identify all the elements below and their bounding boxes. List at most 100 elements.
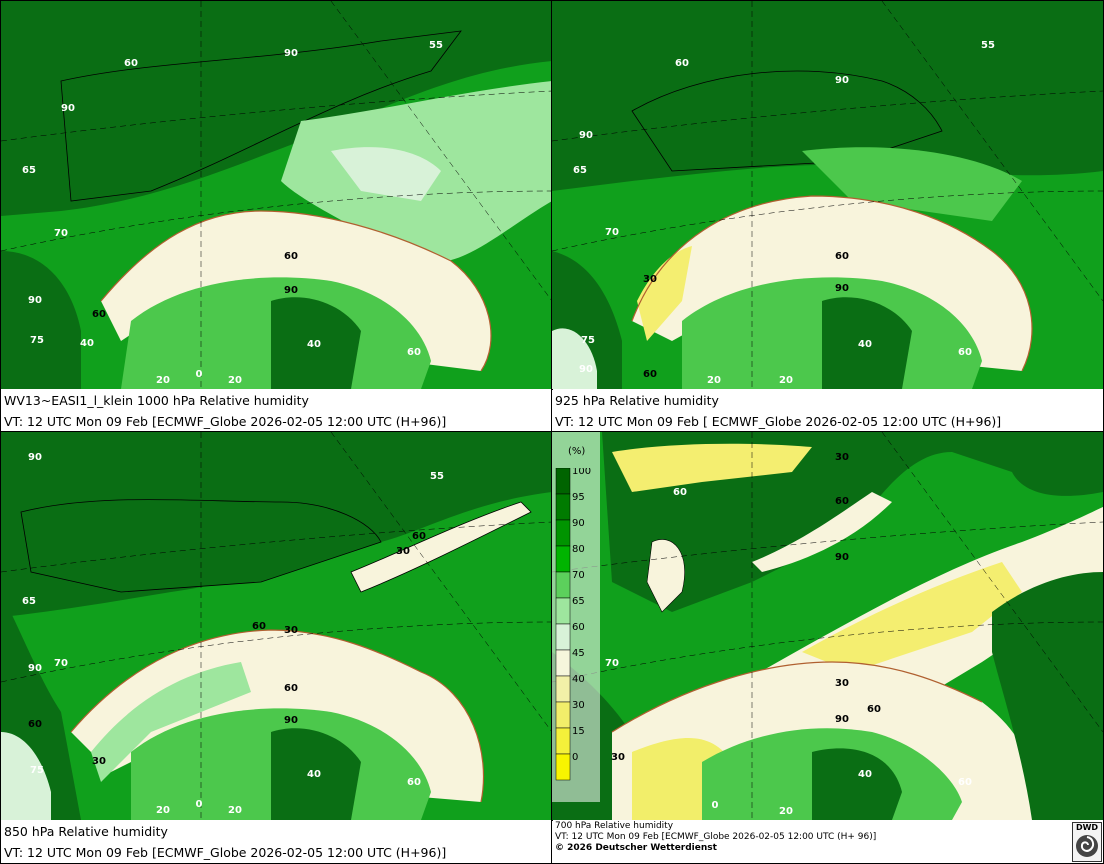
legend-swatch — [555, 675, 571, 703]
contour-label: 60 — [252, 621, 266, 632]
contour-label: 20 — [779, 806, 793, 817]
contour-label: 0 — [196, 799, 203, 810]
contour-label: 90 — [835, 283, 849, 294]
panel-caption: WV13~EASI1_l_klein 1000 hPa Relative hum… — [1, 390, 552, 432]
contour-label: 55 — [430, 471, 444, 482]
contour-label: 20 — [156, 375, 170, 386]
legend-label: 15 — [572, 726, 585, 737]
panel-valid-time: VT: 12 UTC Mon 09 Feb [ECMWF_Globe 2026-… — [4, 845, 447, 860]
contour-label: 65 — [22, 165, 36, 176]
map-panel-700hpa: 60 30 60 90 70 30 60 90 30 40 60 20 0 (%… — [551, 431, 1104, 864]
legend-swatch — [555, 468, 571, 495]
panel-title: WV13~EASI1_l_klein 1000 hPa Relative hum… — [4, 393, 309, 408]
contour-label: 60 — [124, 58, 138, 69]
contour-label: 0 — [196, 369, 203, 380]
panel-title: 925 hPa Relative humidity — [555, 393, 719, 408]
contour-label: 30 — [643, 274, 657, 285]
contour-label: 60 — [958, 347, 972, 358]
contour-label: 65 — [22, 596, 36, 607]
panel-valid-time: VT: 12 UTC Mon 09 Feb [ ECMWF_Globe 2026… — [555, 414, 1002, 429]
contour-label: 70 — [605, 658, 619, 669]
legend-swatch — [555, 597, 571, 625]
legend-label: 90 — [572, 518, 585, 529]
contour-label: 90 — [284, 285, 298, 296]
contour-label: 30 — [92, 756, 106, 767]
contour-label: 90 — [28, 452, 42, 463]
contour-label: 90 — [284, 715, 298, 726]
legend-label: 45 — [572, 648, 585, 659]
contour-label: 90 — [579, 130, 593, 141]
legend-swatch — [555, 545, 571, 573]
contour-label: 40 — [307, 769, 321, 780]
contour-label: 20 — [228, 375, 242, 386]
contour-label: 55 — [429, 40, 443, 51]
legend-swatch — [555, 727, 571, 755]
contour-label: 20 — [156, 805, 170, 816]
contour-label: 60 — [643, 369, 657, 380]
map-panel-1000hpa: 60 90 55 90 65 70 60 90 60 90 75 40 20 0… — [0, 0, 553, 433]
panel-valid-time: VT: 12 UTC Mon 09 Feb [ECMWF_Globe 2026-… — [4, 414, 447, 429]
legend-swatch — [555, 753, 571, 781]
contour-label: 20 — [707, 375, 721, 386]
legend-swatch — [555, 623, 571, 651]
panel-title: 850 hPa Relative humidity — [4, 824, 168, 839]
legend-label: 80 — [572, 544, 585, 555]
contour-label: 20 — [228, 805, 242, 816]
contour-label: 30 — [835, 678, 849, 689]
legend-swatch — [555, 519, 571, 547]
contour-label: 90 — [284, 48, 298, 59]
legend-label: 100 — [572, 468, 591, 477]
legend-label: 0 — [572, 752, 578, 763]
contour-label: 90 — [28, 295, 42, 306]
copyright: © 2026 Deutscher Wetterdienst — [555, 843, 717, 853]
panel-valid-time: VT: 12 UTC Mon 09 Feb [ECMWF_Globe 2026-… — [555, 832, 877, 842]
panel-caption: 700 hPa Relative humidity VT: 12 UTC Mon… — [552, 821, 1062, 863]
contour-label: 70 — [54, 228, 68, 239]
contour-label: 30 — [835, 452, 849, 463]
contour-label: 60 — [28, 719, 42, 730]
legend-swatch — [555, 649, 571, 677]
contour-label: 55 — [981, 40, 995, 51]
contour-label: 70 — [605, 227, 619, 238]
panel-title: 700 hPa Relative humidity — [555, 821, 674, 831]
legend-swatch — [555, 571, 571, 599]
contour-label: 60 — [412, 531, 426, 542]
dwd-logo: DWD — [1072, 822, 1102, 862]
swirl-icon — [1076, 835, 1098, 857]
color-legend: (%) 100 95 90 80 70 65 60 45 40 30 15 0 — [552, 432, 600, 802]
legend-label: 70 — [572, 570, 585, 581]
legend-unit: (%) — [568, 446, 586, 457]
contour-label: 0 — [712, 800, 719, 811]
contour-label: 60 — [867, 704, 881, 715]
map-panel-925hpa: 60 90 55 90 65 70 30 60 90 75 90 60 20 2… — [551, 0, 1104, 433]
legend-label: 60 — [572, 622, 585, 633]
contour-label: 60 — [92, 309, 106, 320]
contour-label: 30 — [396, 546, 410, 557]
contour-label: 60 — [673, 487, 687, 498]
contour-label: 60 — [407, 777, 421, 788]
contour-label: 75 — [581, 335, 595, 346]
map-850hpa: 90 55 60 30 65 70 90 60 30 60 90 60 75 3… — [1, 432, 552, 820]
contour-label: 60 — [835, 251, 849, 262]
map-panel-850hpa: 90 55 60 30 65 70 90 60 30 60 90 60 75 3… — [0, 431, 553, 864]
legend-label: 40 — [572, 674, 585, 685]
contour-label: 90 — [835, 552, 849, 563]
contour-label: 40 — [307, 339, 321, 350]
legend-swatch — [555, 493, 571, 521]
contour-label: 90 — [835, 714, 849, 725]
contour-label: 60 — [675, 58, 689, 69]
map-700hpa: 60 30 60 90 70 30 60 90 30 40 60 20 0 — [552, 432, 1103, 820]
contour-label: 70 — [54, 658, 68, 669]
contour-label: 90 — [835, 75, 849, 86]
legend-swatch — [555, 701, 571, 729]
contour-label: 90 — [579, 364, 593, 375]
contour-label: 90 — [61, 103, 75, 114]
contour-label: 30 — [284, 625, 298, 636]
contour-label: 40 — [858, 769, 872, 780]
contour-label: 60 — [284, 251, 298, 262]
contour-label: 60 — [407, 347, 421, 358]
panel-caption: 850 hPa Relative humidity VT: 12 UTC Mon… — [1, 821, 552, 863]
map-1000hpa: 60 90 55 90 65 70 60 90 60 90 75 40 20 0… — [1, 1, 552, 389]
contour-label: 40 — [80, 338, 94, 349]
contour-label: 65 — [573, 165, 587, 176]
